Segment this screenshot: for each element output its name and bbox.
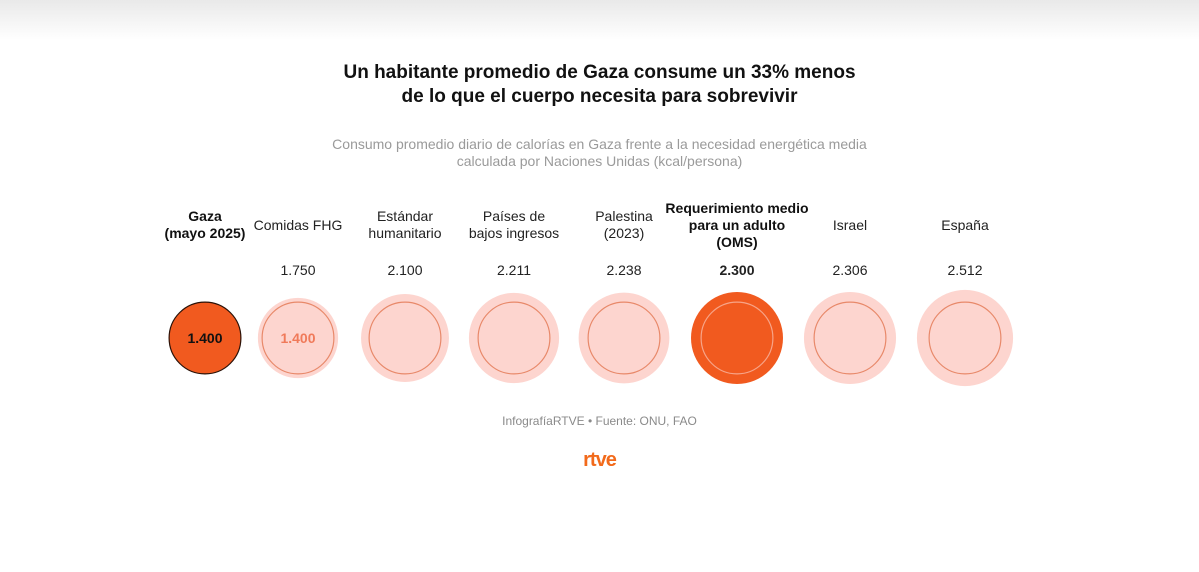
category-label-line: (OMS) <box>716 234 758 250</box>
category-label: Palestina (2023) <box>549 208 699 242</box>
category-label-line: bajos ingresos <box>468 225 560 241</box>
value-label: 2.100 <box>387 262 423 278</box>
chart-subtitle-line1: Consumo promedio diario de calorías en G… <box>332 136 867 152</box>
category-label: Requerimiento medio para un adulto (OMS) <box>662 200 812 251</box>
bubble <box>691 292 783 384</box>
source-note: InfografíaRTVE • Fuente: ONU, FAO <box>502 414 697 428</box>
value-label: 2.512 <box>947 262 983 278</box>
value-label: 1.750 <box>280 262 316 278</box>
bubble <box>578 292 670 384</box>
bubble <box>803 291 897 385</box>
category-label-line: España <box>941 217 989 233</box>
category-label: España <box>890 217 1040 234</box>
value-label: 2.238 <box>606 262 642 278</box>
reference-ring <box>261 301 335 375</box>
chart-title-line1: Un habitante promedio de Gaza consume un… <box>343 62 856 83</box>
category-label-line: (mayo 2025) <box>164 225 246 241</box>
rtve-logo: rtve <box>583 449 617 471</box>
top-shade <box>0 0 1199 40</box>
category-label-line: para un adulto <box>688 217 786 233</box>
bubble <box>468 292 560 384</box>
category-label-line: Países de <box>482 208 546 224</box>
category-label: Gaza (mayo 2025) <box>130 208 280 242</box>
value-label: 2.211 <box>497 262 531 278</box>
value-label: 2.306 <box>832 262 868 278</box>
category-label: Comidas FHG <box>223 217 373 234</box>
category-label-line: (2023) <box>603 225 645 241</box>
category-label-line: Estándar <box>376 208 434 224</box>
chart-title-line2: de lo que el cuerpo necesita para sobrev… <box>401 86 798 107</box>
reference-ring <box>928 301 1002 375</box>
category-label-line: Comidas FHG <box>253 217 343 233</box>
category-label-line: humanitario <box>368 225 442 241</box>
category-label-line: Gaza <box>188 208 222 224</box>
category-label-line: Palestina <box>595 208 653 224</box>
value-label: 2.300 <box>719 262 755 278</box>
category-label: Países de bajos ingresos <box>439 208 589 242</box>
chart-subtitle-line2: calculada por Naciones Unidas (kcal/pers… <box>456 153 743 169</box>
bubble <box>916 289 1014 387</box>
category-label-line: Requerimiento medio <box>665 200 809 216</box>
reference-ring <box>587 301 661 375</box>
bubble-value-text: 1.400 <box>187 330 222 346</box>
category-label: Israel <box>775 217 925 234</box>
reference-ring <box>813 301 887 375</box>
reference-ring <box>368 301 442 375</box>
category-label: Estándar humanitario <box>330 208 480 242</box>
bubble-gaza <box>168 301 242 375</box>
bubble <box>361 294 449 382</box>
bubble <box>257 297 339 379</box>
reference-value-text: 1.400 <box>280 330 315 346</box>
reference-ring <box>477 301 551 375</box>
category-label-line: Israel <box>832 217 868 233</box>
reference-ring <box>700 301 774 375</box>
